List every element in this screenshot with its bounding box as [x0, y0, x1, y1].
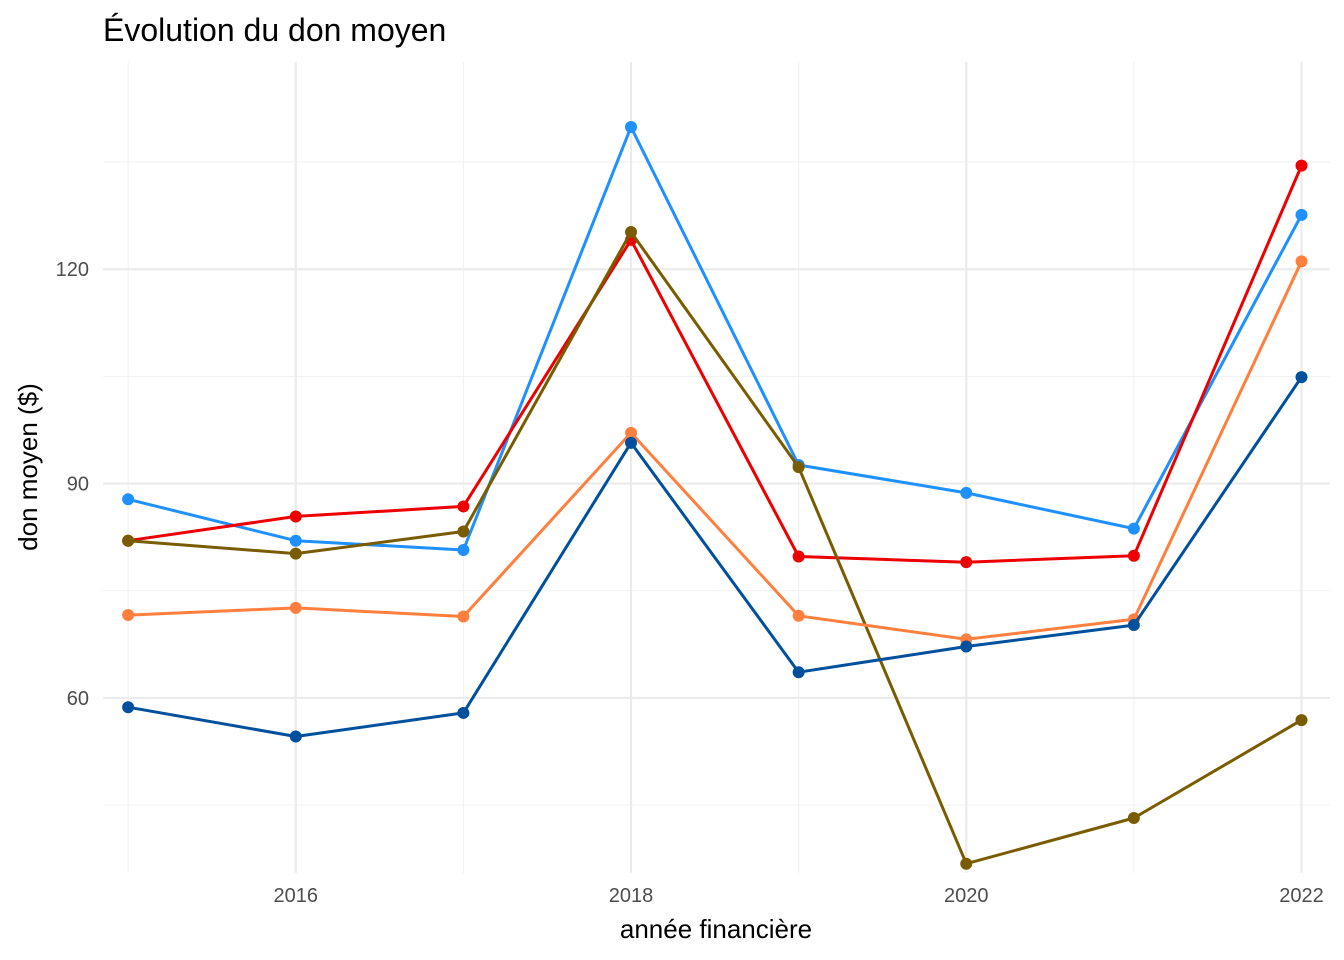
data-point — [289, 601, 302, 614]
data-point — [960, 486, 973, 499]
data-point — [457, 706, 470, 719]
data-point — [457, 500, 470, 513]
y-axis-title: don moyen ($) — [13, 383, 43, 551]
data-point — [625, 436, 638, 449]
y-tick-label: 90 — [67, 474, 89, 496]
series-1 — [122, 121, 1308, 557]
data-point — [457, 610, 470, 623]
series-2 — [122, 159, 1308, 569]
data-point — [457, 525, 470, 538]
data-point — [1127, 619, 1140, 632]
series-line — [127, 376, 1303, 738]
y-tick-label: 120 — [56, 259, 89, 281]
y-tick-label: 60 — [67, 688, 89, 710]
data-point — [792, 461, 805, 474]
data-point — [792, 666, 805, 679]
data-point — [122, 493, 135, 506]
data-point — [457, 544, 470, 557]
data-point — [1127, 549, 1140, 562]
series-line — [127, 230, 1303, 866]
data-point — [289, 534, 302, 547]
x-tick-label: 2016 — [274, 885, 319, 907]
x-tick-label: 2022 — [1279, 885, 1324, 907]
chart-title: Évolution du don moyen — [103, 12, 446, 48]
data-point — [289, 730, 302, 743]
data-point — [792, 609, 805, 622]
grid — [103, 62, 1330, 873]
x-axis-ticks: 2016 2018 2020 2022 — [274, 885, 1324, 907]
x-tick-label: 2018 — [609, 885, 654, 907]
data-point — [1127, 522, 1140, 535]
x-tick-label: 2020 — [944, 885, 989, 907]
series-5 — [122, 371, 1308, 743]
data-point — [625, 226, 638, 239]
x-axis-title: année financière — [620, 914, 812, 944]
data-point — [289, 547, 302, 560]
data-point — [1127, 811, 1140, 824]
series-line — [127, 125, 1303, 552]
data-point — [122, 701, 135, 714]
data-point — [960, 640, 973, 653]
data-point — [625, 121, 638, 134]
data-point — [1295, 159, 1308, 172]
data-point — [122, 609, 135, 622]
data-point — [960, 857, 973, 870]
data-point — [289, 510, 302, 523]
data-point — [960, 556, 973, 569]
data-point — [122, 534, 135, 547]
series-line — [127, 165, 1303, 564]
data-point — [792, 550, 805, 563]
y-axis-ticks: 60 90 120 — [56, 259, 89, 710]
data-point — [1295, 371, 1308, 384]
data-point — [1295, 714, 1308, 727]
series-3 — [122, 226, 1308, 870]
series-line — [128, 260, 1303, 641]
series-group — [122, 121, 1308, 870]
series-4 — [122, 255, 1308, 646]
data-point — [1295, 255, 1308, 268]
data-point — [625, 426, 638, 439]
data-point — [1295, 208, 1308, 221]
